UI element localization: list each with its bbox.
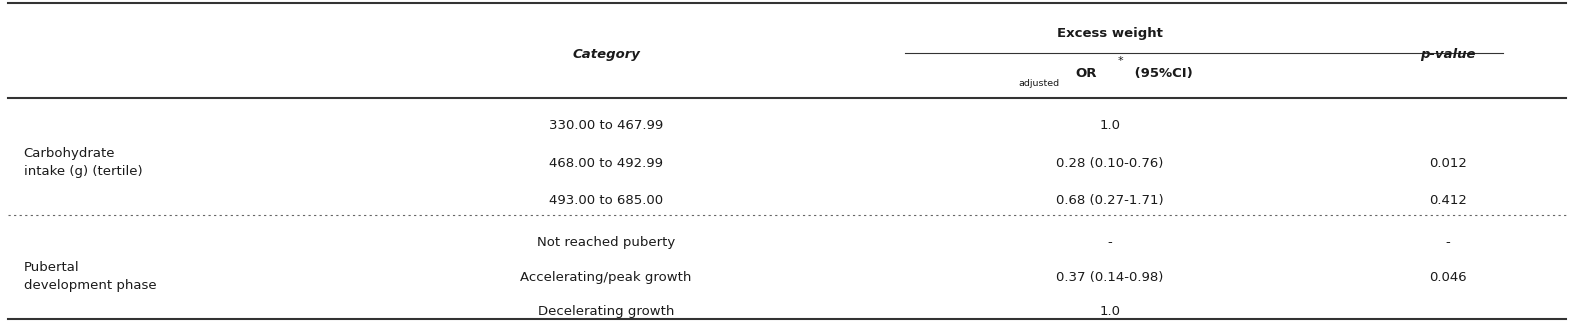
Text: 1.0: 1.0: [1099, 119, 1121, 132]
Text: Category: Category: [571, 48, 641, 61]
Text: 0.68 (0.27-1.71): 0.68 (0.27-1.71): [1056, 194, 1163, 207]
Text: Carbohydrate
intake (g) (tertile): Carbohydrate intake (g) (tertile): [24, 147, 142, 178]
Text: 493.00 to 685.00: 493.00 to 685.00: [549, 194, 663, 207]
Text: 0.412: 0.412: [1429, 194, 1467, 207]
Text: -: -: [1107, 236, 1113, 249]
Text: Pubertal
development phase: Pubertal development phase: [24, 261, 156, 292]
Text: 330.00 to 467.99: 330.00 to 467.99: [549, 119, 663, 132]
Text: Decelerating growth: Decelerating growth: [538, 305, 674, 318]
Text: Not reached puberty: Not reached puberty: [537, 236, 675, 249]
Text: 0.046: 0.046: [1429, 271, 1467, 284]
Text: OR: OR: [1075, 67, 1097, 80]
Text: 468.00 to 492.99: 468.00 to 492.99: [549, 157, 663, 170]
Text: (95%CI): (95%CI): [1130, 67, 1193, 80]
Text: Excess weight: Excess weight: [1056, 27, 1163, 40]
Text: 0.28 (0.10-0.76): 0.28 (0.10-0.76): [1056, 157, 1163, 170]
Text: p-value: p-value: [1420, 48, 1476, 61]
Text: 0.012: 0.012: [1429, 157, 1467, 170]
Text: *: *: [1118, 56, 1124, 66]
Text: 0.37 (0.14-0.98): 0.37 (0.14-0.98): [1056, 271, 1163, 284]
Text: Accelerating/peak growth: Accelerating/peak growth: [521, 271, 691, 284]
Text: adjusted: adjusted: [1018, 79, 1059, 88]
Text: -: -: [1445, 236, 1451, 249]
Text: 1.0: 1.0: [1099, 305, 1121, 318]
